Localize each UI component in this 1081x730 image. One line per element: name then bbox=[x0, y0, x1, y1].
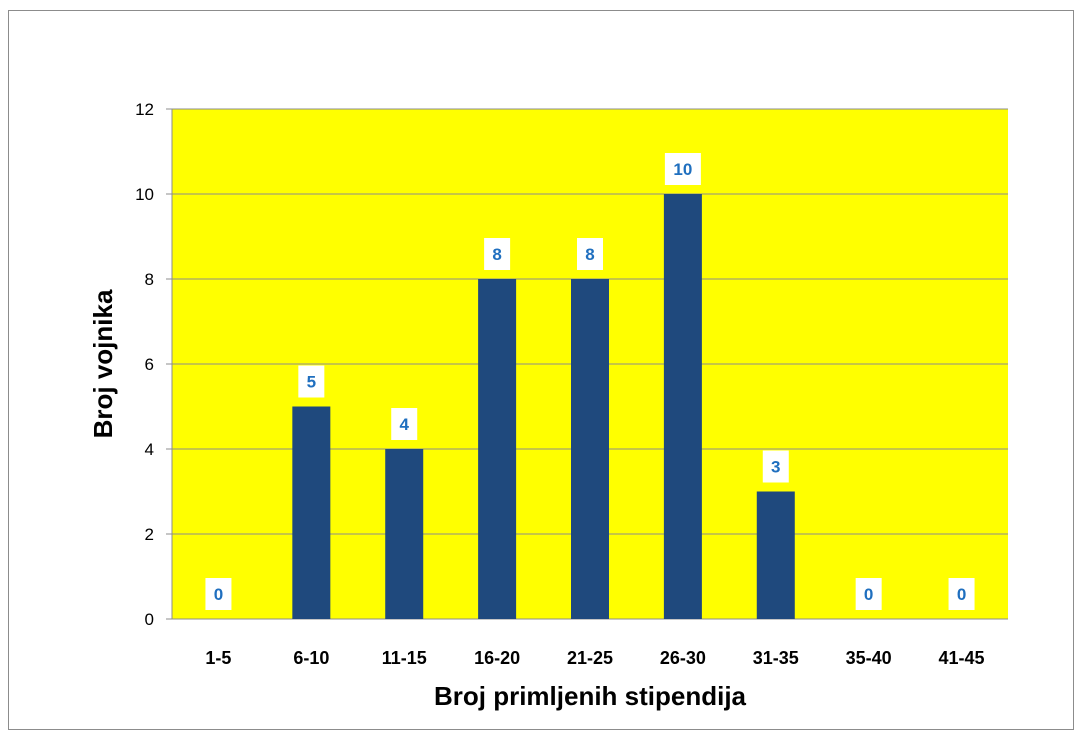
data-label-box bbox=[762, 450, 789, 483]
bar-26-30 bbox=[663, 194, 702, 619]
bars bbox=[292, 194, 795, 619]
data-label: 3 bbox=[771, 458, 780, 477]
data-label-box bbox=[298, 365, 325, 398]
y-tick-label: 8 bbox=[145, 270, 154, 289]
x-axis-title: Broj primljenih stipendija bbox=[434, 681, 747, 711]
data-label-box bbox=[391, 408, 418, 440]
data-label: 0 bbox=[957, 585, 966, 604]
data-label-box bbox=[664, 153, 701, 185]
x-axis-ticks: 1-5 6-10 11-15 16-20 21-25 26-30 31-35 35-40 41-… bbox=[205, 648, 984, 668]
data-label: 4 bbox=[399, 415, 409, 434]
data-labels: 0 5 4 8 8 10 3 0 0 bbox=[205, 153, 975, 610]
data-label-box bbox=[205, 578, 232, 610]
y-tick-label: 10 bbox=[135, 185, 154, 204]
bar-31-35 bbox=[756, 491, 795, 619]
y-tick-label: 2 bbox=[145, 525, 154, 544]
data-label: 8 bbox=[585, 245, 594, 264]
data-label: 8 bbox=[492, 245, 501, 264]
x-tick-label: 16-20 bbox=[474, 648, 520, 668]
data-label-box bbox=[948, 578, 975, 610]
x-tick-label: 1-5 bbox=[205, 648, 231, 668]
y-tick-label: 4 bbox=[145, 440, 154, 459]
data-label: 5 bbox=[307, 373, 316, 392]
bar-21-25 bbox=[571, 279, 609, 619]
x-tick-label: 21-25 bbox=[567, 648, 613, 668]
bar-chart: 0 2 4 6 8 10 12 0 5 4 8 8 10 3 0 0 1-5 6-10 11-15 16-20 21… bbox=[88, 100, 1008, 711]
data-label: 0 bbox=[214, 585, 223, 604]
y-axis-ticks: 0 2 4 6 8 10 12 bbox=[135, 100, 154, 629]
bar-6-10 bbox=[292, 406, 331, 619]
x-tick-label: 41-45 bbox=[939, 648, 985, 668]
x-tick-label: 26-30 bbox=[660, 648, 706, 668]
data-label: 0 bbox=[864, 585, 873, 604]
x-tick-label: 11-15 bbox=[382, 648, 427, 668]
x-tick-label: 31-35 bbox=[753, 648, 799, 668]
data-label-box bbox=[484, 238, 511, 270]
data-label: 10 bbox=[673, 160, 692, 179]
y-axis-title: Broj vojnika bbox=[88, 289, 118, 438]
x-tick-label: 6-10 bbox=[293, 648, 329, 668]
bar-11-15 bbox=[385, 449, 424, 619]
data-label-box bbox=[577, 238, 603, 270]
x-tick-label: 35-40 bbox=[846, 648, 892, 668]
y-tick-label: 0 bbox=[145, 610, 154, 629]
y-tick-label: 6 bbox=[145, 355, 154, 374]
data-label-box bbox=[855, 578, 882, 610]
bar-16-20 bbox=[478, 279, 517, 619]
y-tick-label: 12 bbox=[135, 100, 154, 119]
